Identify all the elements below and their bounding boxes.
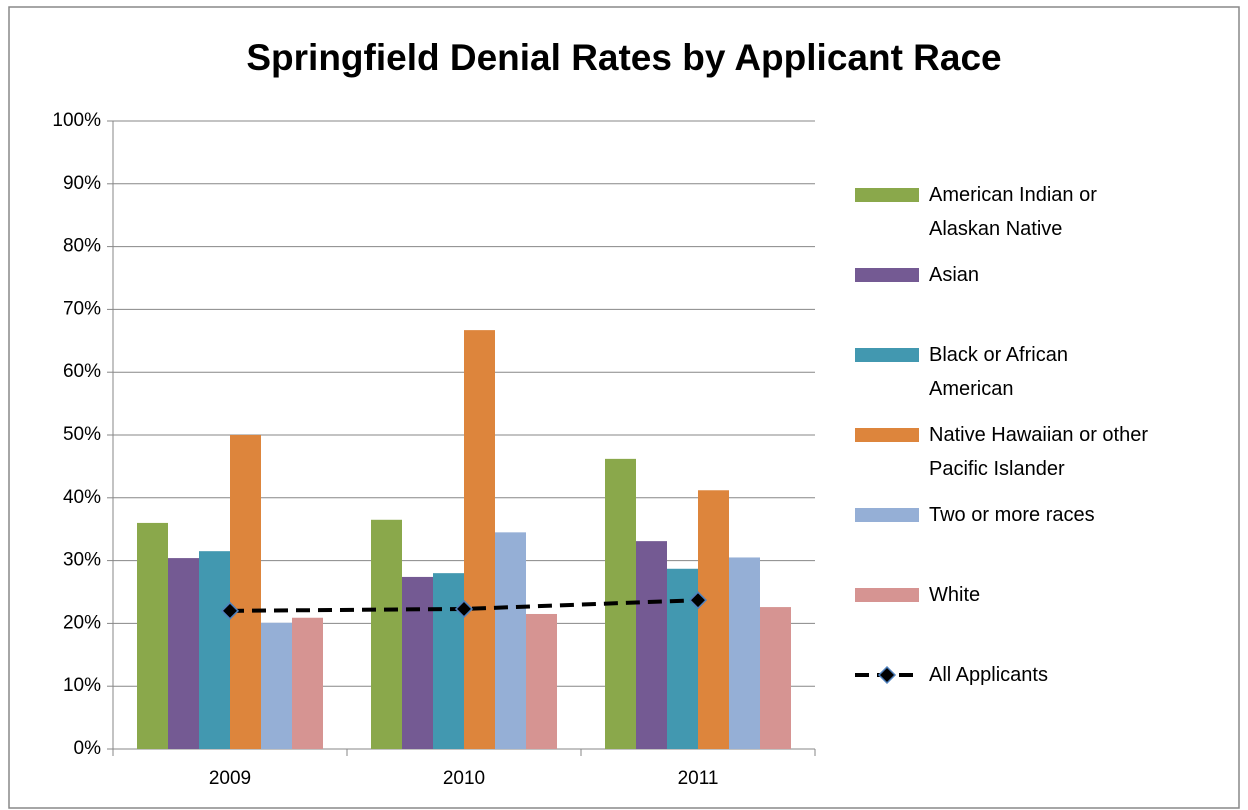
- y-tick-label: 20%: [63, 612, 101, 633]
- bar: [495, 532, 526, 749]
- y-tick-label: 0%: [74, 738, 102, 759]
- x-tick-label: 2009: [209, 768, 251, 789]
- bar: [526, 613, 557, 749]
- legend-item: Native Hawaiian or other Pacific Islande…: [855, 418, 1155, 486]
- line-marker: [688, 591, 708, 610]
- legend-label: Black or African American: [929, 344, 1068, 400]
- x-tick-label: 2010: [443, 768, 485, 789]
- legend-swatch: [855, 188, 919, 202]
- legend-swatch: [855, 665, 919, 685]
- legend-swatch: [855, 268, 919, 282]
- legend-rect: [855, 348, 919, 362]
- bar: [636, 541, 667, 749]
- legend-item: All Applicants: [855, 658, 1155, 692]
- bar: [464, 330, 495, 749]
- bar: [371, 519, 402, 749]
- legend-swatch: [855, 588, 919, 602]
- legend-item: American Indian or Alaskan Native: [855, 178, 1155, 246]
- y-tick-label: 30%: [63, 550, 101, 571]
- bar: [168, 558, 199, 749]
- legend-label: Asian: [929, 264, 980, 286]
- bar: [729, 557, 760, 749]
- y-tick-label: 10%: [63, 675, 101, 696]
- legend-rect: [855, 268, 919, 282]
- legend-label: Two or more races: [929, 504, 1095, 526]
- x-tick-label: 2011: [678, 768, 719, 789]
- legend-rect: [855, 588, 919, 602]
- y-tick-label: 70%: [63, 298, 101, 319]
- bar: [760, 607, 791, 749]
- line-marker: [454, 599, 474, 619]
- legend-swatch: [855, 348, 919, 362]
- bar: [292, 617, 323, 749]
- legend-marker: [877, 665, 897, 685]
- legend-rect: [855, 428, 919, 442]
- y-tick-label: 100%: [52, 110, 101, 131]
- bar: [137, 522, 168, 749]
- bar: [402, 576, 433, 749]
- y-tick-label: 50%: [63, 424, 101, 445]
- legend-item: Black or African American: [855, 338, 1155, 406]
- line-marker: [220, 601, 240, 620]
- legend-label: All Applicants: [929, 664, 1048, 686]
- legend-swatch: [855, 508, 919, 522]
- legend-rect: [855, 508, 919, 522]
- y-tick-label: 40%: [63, 487, 101, 508]
- bar: [261, 622, 292, 749]
- bar: [199, 551, 230, 749]
- bar: [433, 573, 464, 749]
- legend-swatch: [855, 428, 919, 442]
- legend-label: American Indian or Alaskan Native: [929, 184, 1097, 240]
- y-tick-label: 80%: [63, 236, 101, 257]
- legend-rect: [855, 188, 919, 202]
- legend-item: Asian: [855, 258, 1155, 292]
- chart-title: Springfield Denial Rates by Applicant Ra…: [246, 37, 1001, 78]
- legend-label: White: [929, 584, 981, 606]
- line: [229, 598, 699, 613]
- y-tick-label: 60%: [63, 361, 101, 382]
- bar: [230, 435, 261, 749]
- legend-item: Two or more races: [855, 498, 1155, 532]
- legend-label: Native Hawaiian or other Pacific Islande…: [929, 424, 1148, 480]
- bar: [698, 490, 729, 749]
- legend-item: White: [855, 578, 1155, 612]
- y-tick-label: 90%: [63, 173, 101, 194]
